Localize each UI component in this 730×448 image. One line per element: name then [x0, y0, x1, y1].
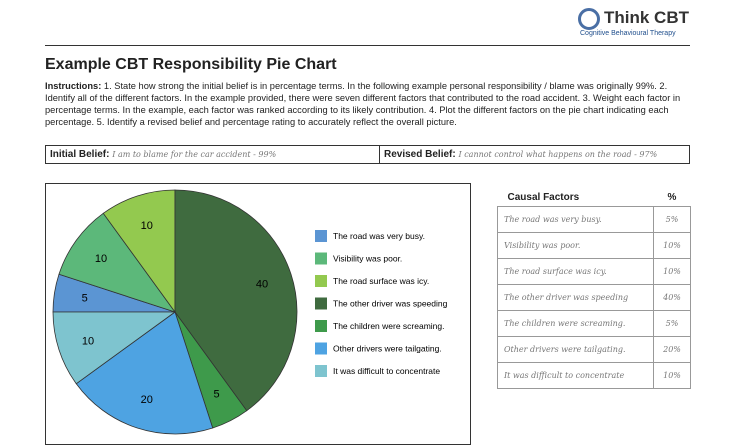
brand: Think CBT [604, 8, 689, 27]
pie-slice [75, 311, 214, 435]
slice-label: 10 [141, 220, 153, 232]
table-row: The children were screaming. 5% [497, 310, 691, 337]
legend-swatch [315, 365, 327, 377]
logo-icon [578, 8, 600, 30]
factor-table: Causal Factors% The road was very busy. 5%… [497, 188, 691, 389]
table-header: Causal Factors% [498, 188, 691, 207]
pie-slice [174, 189, 298, 412]
instructions: Instructions: 1. State how strong the in… [45, 80, 693, 128]
text: I cannot control what happens on the roa… [458, 150, 658, 159]
title: Example CBT Responsibility Pie Chart [45, 56, 337, 73]
instructions-label: Instructions: [45, 81, 102, 91]
pie-slice [52, 311, 177, 385]
factor-cell: The road surface was icy. [497, 258, 654, 285]
table-row: Other drivers were tailgating. 20% [497, 336, 691, 363]
percent-cell: 5% [653, 310, 691, 337]
slice-label: 20 [141, 394, 153, 406]
factor-cell: The children were screaming. [497, 310, 654, 337]
percent-cell: 10% [653, 258, 691, 285]
legend-label: Visibility was poor. [333, 254, 402, 264]
instructions-text: 1. State how strong the initial belief i… [45, 81, 681, 127]
legend-label: Other drivers were tailgating. [333, 344, 442, 354]
table-row: The road was very busy. 5% [497, 206, 691, 233]
percent-cell: 5% [653, 206, 691, 233]
table-row: The other driver was speeding 40% [497, 284, 691, 311]
legend-swatch [315, 297, 327, 310]
belief-box: Initial Belief: I am to blame for the ca… [45, 145, 690, 164]
percent-cell: 40% [653, 284, 691, 311]
legend-label: The children were screaming. [333, 321, 445, 331]
factor-cell: Other drivers were tailgating. [497, 336, 654, 363]
tagline: Cognitive Behavioural Therapy [580, 30, 676, 37]
legend-label: The road surface was icy. [333, 276, 429, 286]
legend-label: The other driver was speeding [333, 299, 448, 309]
slice-label: 40 [256, 279, 268, 291]
percent-cell: 10% [653, 232, 691, 259]
factor-cell: It was difficult to concentrate [497, 362, 654, 389]
legend-swatch [315, 342, 327, 355]
percent-cell: 10% [653, 362, 691, 389]
factor-cell: The other driver was speeding [497, 284, 654, 311]
slice-label: 5 [82, 293, 88, 305]
header-cell: % [667, 191, 677, 203]
header-cell: Causal Factors [507, 191, 580, 203]
slice-label: 10 [95, 253, 107, 265]
initial-belief: Initial Belief: I am to blame for the ca… [46, 146, 380, 163]
legend-swatch [315, 230, 327, 242]
label: Initial Belief: [50, 149, 110, 160]
rule [45, 45, 690, 46]
table-row: The road surface was icy. 10% [497, 258, 691, 285]
revised-belief: Revised Belief: I cannot control what ha… [380, 146, 661, 163]
legend-swatch [315, 320, 327, 332]
pie-slice [102, 189, 176, 314]
legend-swatch [315, 275, 327, 287]
percent-cell: 20% [653, 336, 691, 363]
legend-swatch [315, 252, 327, 265]
factor-cell: Visibility was poor. [497, 232, 654, 259]
label: Revised Belief: [384, 149, 456, 160]
pie-slice [58, 212, 177, 313]
chart: 5 The road was very busy. 10 Visibility was… [45, 183, 471, 445]
legend-label: It was difficult to concentrate [333, 366, 440, 376]
slice-label: 5 [213, 389, 219, 401]
table-row: It was difficult to concentrate 10% [497, 362, 691, 389]
text: I am to blame for the car accident - 99% [112, 150, 277, 159]
table-row: Visibility was poor. 10% [497, 232, 691, 259]
factor-cell: The road was very busy. [497, 206, 654, 233]
legend-label: The road was very busy. [333, 231, 425, 241]
slice-label: 10 [82, 335, 94, 347]
